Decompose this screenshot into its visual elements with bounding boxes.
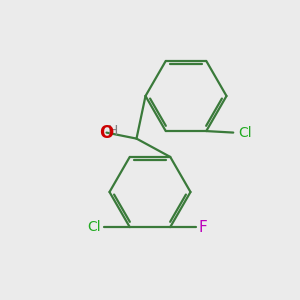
Text: Cl: Cl: [238, 126, 251, 140]
Text: Cl: Cl: [87, 220, 101, 234]
Text: O: O: [99, 124, 114, 142]
Text: H: H: [108, 124, 118, 138]
Text: F: F: [198, 220, 207, 235]
